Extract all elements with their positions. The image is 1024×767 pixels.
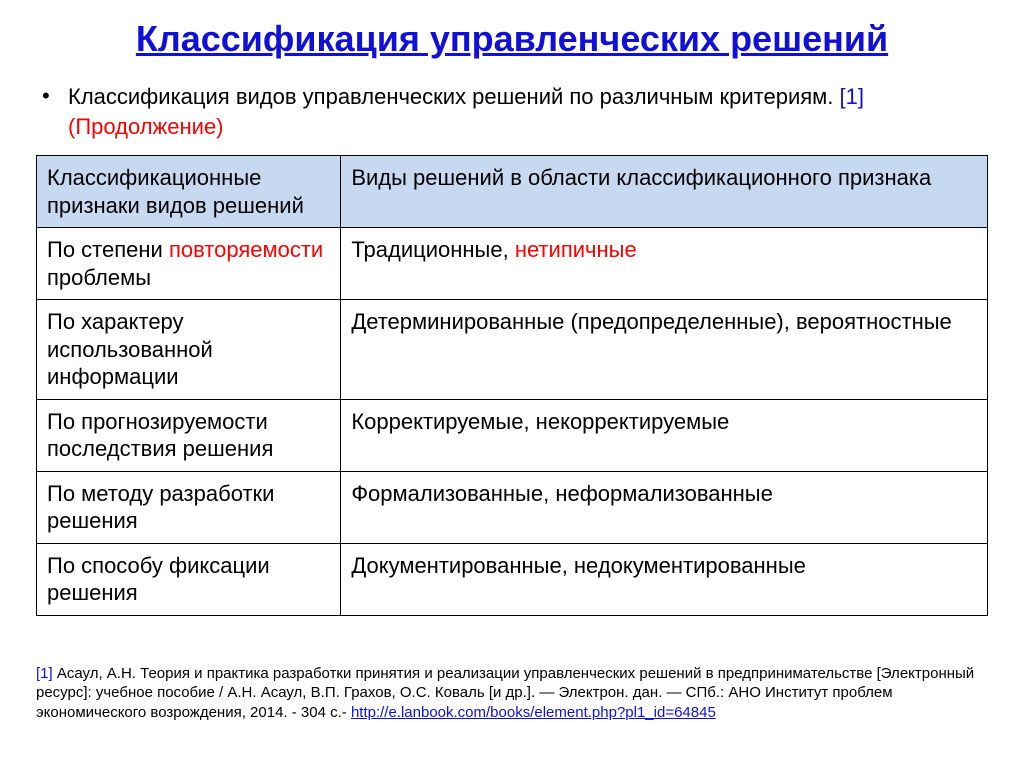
footnote-ref: [1] xyxy=(36,665,53,682)
footnote: [1] Асаул, А.Н. Теория и практика разраб… xyxy=(36,664,988,723)
cell-criteria: По степени повторяемости проблемы xyxy=(37,228,341,300)
intro-text: Классификация видов управленческих решен… xyxy=(68,82,864,141)
cell-criteria: По способу фиксации решения xyxy=(37,543,341,615)
table-row: По методу разработки решенияФормализован… xyxy=(37,471,988,543)
intro-line1: Классификация видов управленческих решен… xyxy=(68,84,840,109)
cell-criteria: По прогнозируемости последствия решения xyxy=(37,399,341,471)
page-title: Классификация управленческих решений xyxy=(36,18,988,60)
classification-table: Классификационные признаки видов решений… xyxy=(36,155,988,616)
table-row: По прогнозируемости последствия решенияК… xyxy=(37,399,988,471)
th-types: Виды решений в области классификационног… xyxy=(341,156,988,228)
cell-types: Корректируемые, некорректируемые xyxy=(341,399,988,471)
cell-criteria: По характеру использованной информации xyxy=(37,300,341,400)
bullet-marker: • xyxy=(42,82,68,111)
table-row: По способу фиксации решенияДокументирова… xyxy=(37,543,988,615)
th-criteria: Классификационные признаки видов решений xyxy=(37,156,341,228)
table-row: По характеру использованной информацииДе… xyxy=(37,300,988,400)
cell-types: Традиционные, нетипичные xyxy=(341,228,988,300)
cell-types: Документированные, недокументированные xyxy=(341,543,988,615)
intro-ref: [1] xyxy=(840,84,864,109)
table-row: По степени повторяемости проблемыТрадици… xyxy=(37,228,988,300)
cell-types: Детерминированные (предопределенные), ве… xyxy=(341,300,988,400)
footnote-link[interactable]: http://e.lanbook.com/books/element.php?p… xyxy=(351,704,716,721)
cell-criteria: По методу разработки решения xyxy=(37,471,341,543)
table-header-row: Классификационные признаки видов решений… xyxy=(37,156,988,228)
table-body: По степени повторяемости проблемыТрадици… xyxy=(37,228,988,616)
intro-bullet: • Классификация видов управленческих реш… xyxy=(36,82,988,141)
cell-types: Формализованные, неформализованные xyxy=(341,471,988,543)
intro-line2: (Продолжение) xyxy=(68,114,224,139)
